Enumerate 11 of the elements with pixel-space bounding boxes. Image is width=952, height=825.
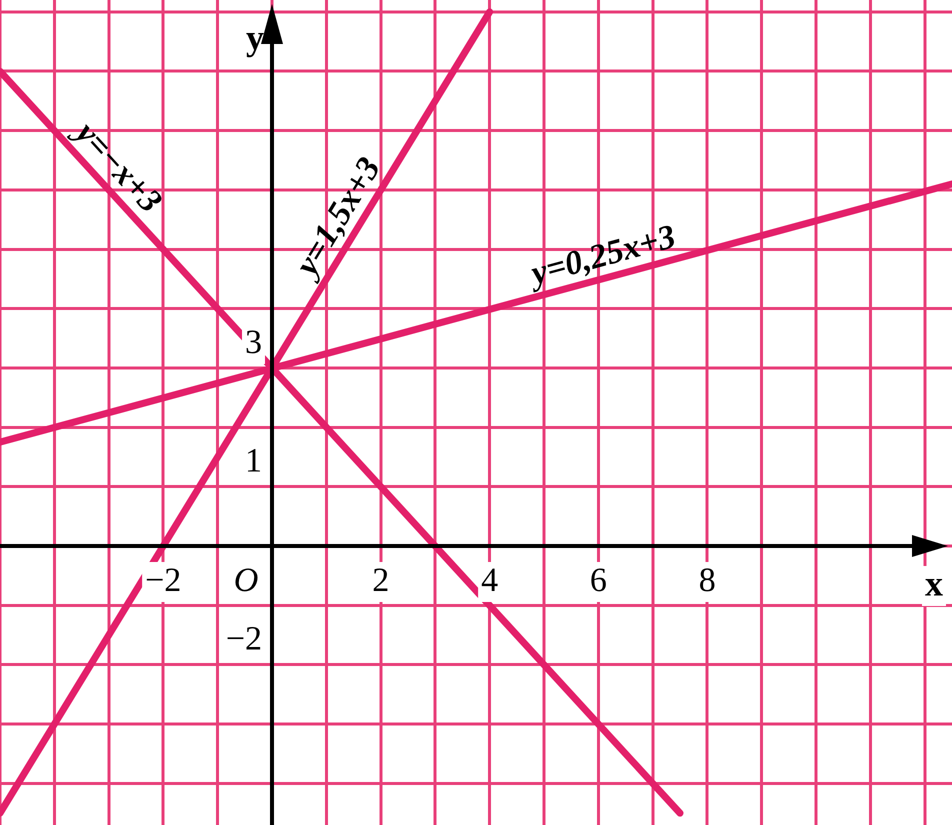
- x-tick-label: 2: [372, 562, 390, 599]
- x-axis-title: x: [925, 563, 943, 604]
- x-tick-label: −2: [145, 562, 182, 599]
- x-tick-label: 6: [590, 562, 607, 599]
- y-axis-title: y: [246, 17, 264, 58]
- y-tick-label: 3: [245, 324, 262, 361]
- x-tick-label: 8: [698, 562, 716, 599]
- x-tick-label: 4: [481, 562, 498, 599]
- y-tick-label: 1: [245, 442, 262, 480]
- y-tick-label: −2: [226, 620, 262, 658]
- annotation: O: [234, 562, 258, 599]
